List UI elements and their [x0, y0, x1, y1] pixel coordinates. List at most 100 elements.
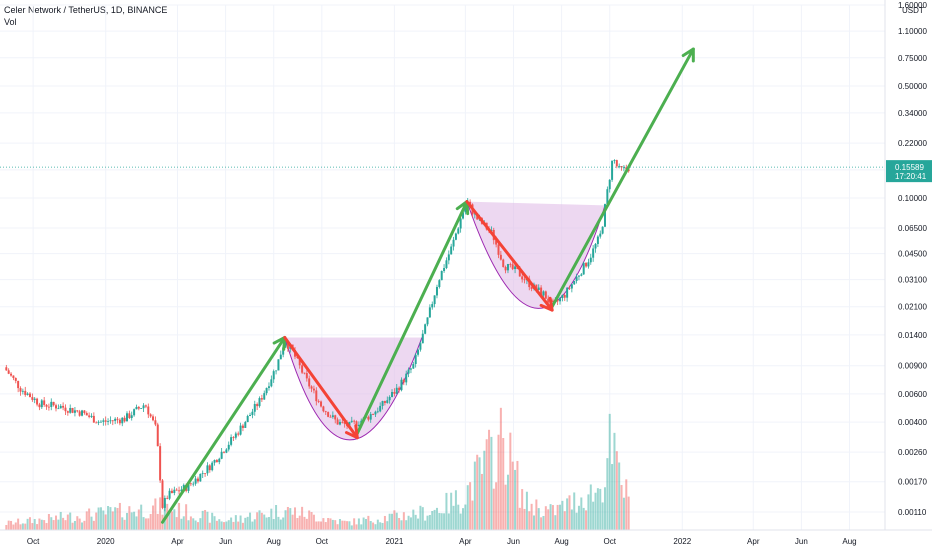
time-tick-label: Aug: [554, 537, 568, 546]
volume-bar: [433, 509, 436, 530]
volume-bar: [284, 510, 287, 530]
volume-bar: [577, 505, 580, 530]
candle-body: [246, 415, 249, 423]
volume-bar: [59, 511, 62, 530]
candle-body: [336, 419, 339, 425]
candle-body: [570, 284, 573, 289]
cup-fill: [284, 337, 422, 440]
volume-bar: [341, 520, 344, 530]
volume-indicator-label[interactable]: Vol: [4, 17, 17, 27]
volume-bar: [426, 515, 429, 530]
candle-body: [62, 405, 65, 408]
candle-body: [343, 421, 346, 424]
candle-body: [81, 410, 84, 416]
volume-bar: [596, 488, 599, 530]
candle-body: [303, 372, 306, 374]
volume-bar: [194, 520, 197, 530]
volume-bar: [116, 507, 119, 530]
candle-body: [144, 405, 147, 407]
volume-bar: [497, 434, 500, 530]
volume-bar: [459, 513, 462, 530]
candle-body: [315, 390, 318, 402]
volume-bar: [625, 479, 628, 530]
candle-body: [348, 421, 351, 426]
candle-body: [438, 280, 441, 287]
candle-body: [587, 262, 590, 267]
candle-body: [12, 375, 15, 379]
time-tick-label: Aug: [267, 537, 281, 546]
volume-bar: [516, 460, 519, 530]
volume-bar: [180, 518, 183, 530]
volume-bar: [142, 517, 145, 530]
chart-header: Celer Network / TetherUS, 1D, BINANCE Vo…: [4, 4, 167, 28]
candle-body: [45, 404, 48, 407]
candle-body: [270, 379, 273, 387]
volume-bar: [118, 502, 121, 530]
price-tick-label: 0.00600: [898, 390, 927, 399]
volume-bar: [303, 516, 306, 530]
candle-body: [374, 411, 377, 415]
volume-bar: [19, 524, 22, 530]
up-trend-arrow: [355, 200, 469, 435]
candle-body: [452, 239, 455, 247]
candle-body: [57, 408, 60, 410]
volume-bar: [443, 513, 446, 530]
candle-body: [594, 243, 597, 249]
candle-body: [166, 497, 169, 499]
volume-bar: [215, 520, 218, 530]
candle-body: [213, 460, 216, 463]
volume-bar: [249, 512, 252, 530]
candle-body: [445, 260, 448, 268]
candle-body: [277, 359, 280, 371]
volume-bar: [64, 520, 67, 530]
candle-body: [260, 398, 263, 400]
volume-bar: [154, 498, 157, 530]
candle-body: [78, 411, 81, 416]
candle-body: [121, 417, 124, 424]
volume-bar: [398, 517, 401, 530]
volume-bar: [237, 521, 240, 530]
candle-body: [312, 388, 315, 391]
volume-bar: [185, 504, 188, 530]
volume-bar: [144, 518, 147, 530]
volume-bar: [196, 522, 199, 530]
candle-body: [92, 415, 95, 423]
candle-body: [435, 286, 438, 296]
volume-bar: [109, 507, 112, 530]
volume-bar: [462, 508, 465, 530]
candle-body: [421, 333, 424, 344]
volume-bar: [620, 485, 623, 530]
candle-body: [175, 489, 178, 491]
candle-body: [234, 433, 237, 438]
candle-body: [417, 349, 420, 355]
volume-bar: [62, 517, 65, 530]
candle-body: [66, 411, 69, 413]
candle-body: [286, 343, 289, 349]
candle-body: [178, 490, 181, 492]
candle-body: [506, 264, 509, 271]
currency-label: USDT: [902, 6, 924, 15]
volume-bar: [66, 514, 69, 530]
volume-bar: [357, 518, 360, 530]
volume-bar: [563, 511, 566, 530]
volume-bars: [5, 407, 630, 530]
candle-body: [187, 483, 190, 491]
volume-bar: [393, 510, 396, 530]
candle-body: [258, 398, 261, 407]
volume-bar: [452, 505, 455, 530]
volume-bar: [201, 510, 204, 530]
volume-bar: [7, 520, 10, 530]
volume-bar: [372, 522, 375, 530]
candle-body: [154, 420, 157, 425]
price-tick-label: 1.60000: [898, 1, 927, 10]
volume-bar: [570, 509, 573, 530]
candle-body: [551, 300, 554, 303]
volume-bar: [514, 469, 517, 530]
volume-bar: [556, 504, 559, 530]
candle-body: [620, 166, 623, 168]
candle-body: [338, 421, 341, 425]
candle-body: [459, 218, 462, 229]
volume-bar: [530, 503, 533, 530]
